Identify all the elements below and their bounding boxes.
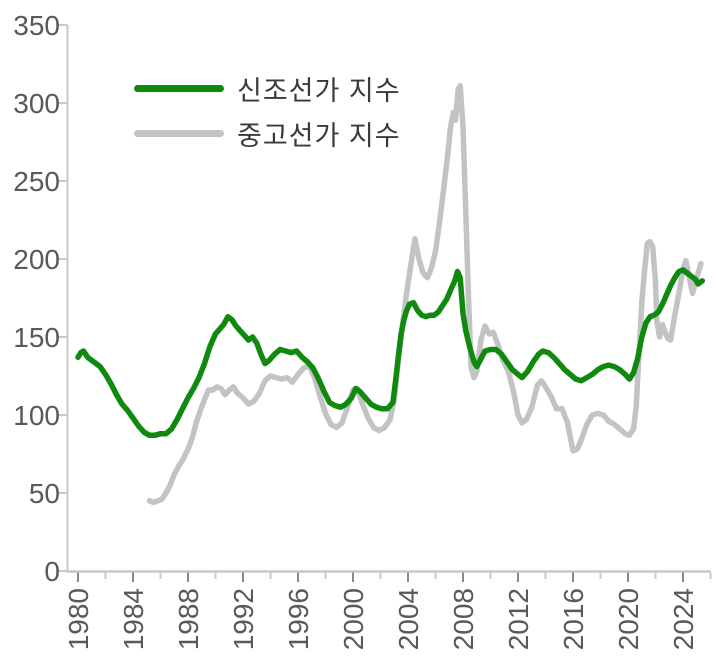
x-tick-label: 2016 <box>558 588 589 650</box>
legend-label-newbuilding: 신조선가 지수 <box>237 76 401 106</box>
x-tick-label: 1984 <box>118 588 149 650</box>
series-line-secondhand-price-index <box>146 83 704 506</box>
x-tick-label: 2020 <box>613 588 644 650</box>
x-tick-label: 1992 <box>228 588 259 650</box>
x-tick-label: 2000 <box>338 588 369 650</box>
x-tick-label: 1988 <box>173 588 204 650</box>
legend: 신조선가 지수 중고선가 지수 <box>134 66 401 156</box>
y-tick-label: 300 <box>13 88 60 119</box>
legend-item-newbuilding-price-index: 신조선가 지수 <box>134 66 401 111</box>
x-tick-label: 2004 <box>393 588 424 650</box>
x-tick-label: 2024 <box>668 588 699 650</box>
legend-swatch-secondhand-icon <box>134 130 224 137</box>
x-tick-label: 2012 <box>503 588 534 650</box>
y-tick-label: 0 <box>44 556 60 587</box>
legend-swatch-newbuilding-icon <box>134 85 224 92</box>
y-tick-label: 200 <box>13 244 60 275</box>
x-tick-label: 1980 <box>63 588 94 650</box>
legend-label-secondhand: 중고선가 지수 <box>237 121 401 151</box>
y-tick-label: 250 <box>13 166 60 197</box>
y-tick-label: 50 <box>29 478 60 509</box>
series-line-newbuilding-price-index <box>75 267 706 439</box>
legend-item-secondhand-price-index: 중고선가 지수 <box>134 111 401 156</box>
y-tick-label: 350 <box>13 10 60 41</box>
x-tick-label: 2008 <box>448 588 479 650</box>
x-tick-label: 1996 <box>283 588 314 650</box>
y-tick-label: 150 <box>13 322 60 353</box>
y-tick-label: 100 <box>13 400 60 431</box>
